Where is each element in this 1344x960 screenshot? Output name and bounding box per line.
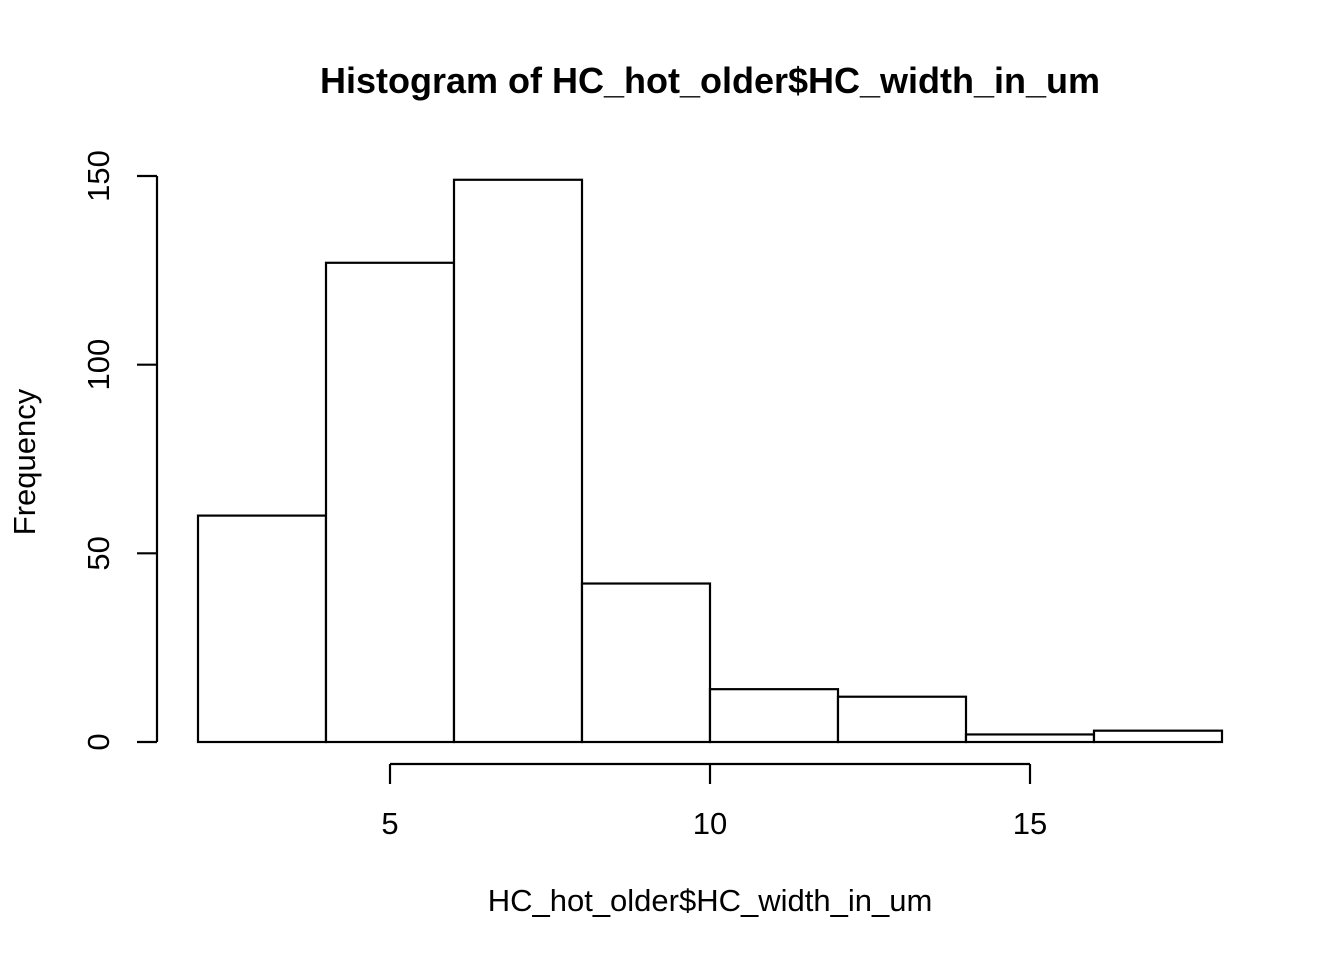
x-axis-label: HC_hot_older$HC_width_in_um — [488, 883, 933, 918]
x-tick-label: 10 — [693, 806, 727, 841]
histogram-bar — [836, 695, 968, 744]
histogram-bar — [1092, 729, 1224, 744]
histogram-bar — [324, 261, 456, 744]
x-axis-ticks: 5 10 15 — [381, 764, 1047, 841]
y-tick-label: 50 — [81, 536, 116, 570]
chart-title: Histogram of HC_hot_older$HC_width_in_um — [320, 60, 1100, 101]
y-axis-ticks: 0 50 100 150 — [81, 150, 157, 751]
y-tick-label: 100 — [81, 339, 116, 391]
y-tick-label: 0 — [81, 733, 116, 750]
histogram-bar — [580, 582, 712, 744]
histogram-bar — [708, 688, 840, 744]
y-axis-label: Frequency — [7, 388, 42, 535]
x-tick-label: 15 — [1013, 806, 1047, 841]
histogram-bar — [196, 514, 328, 744]
histogram-bars — [196, 178, 1224, 744]
histogram-bar — [964, 733, 1096, 744]
y-tick-label: 150 — [81, 150, 116, 202]
x-tick-label: 5 — [381, 806, 398, 841]
histogram-bar — [452, 178, 584, 744]
